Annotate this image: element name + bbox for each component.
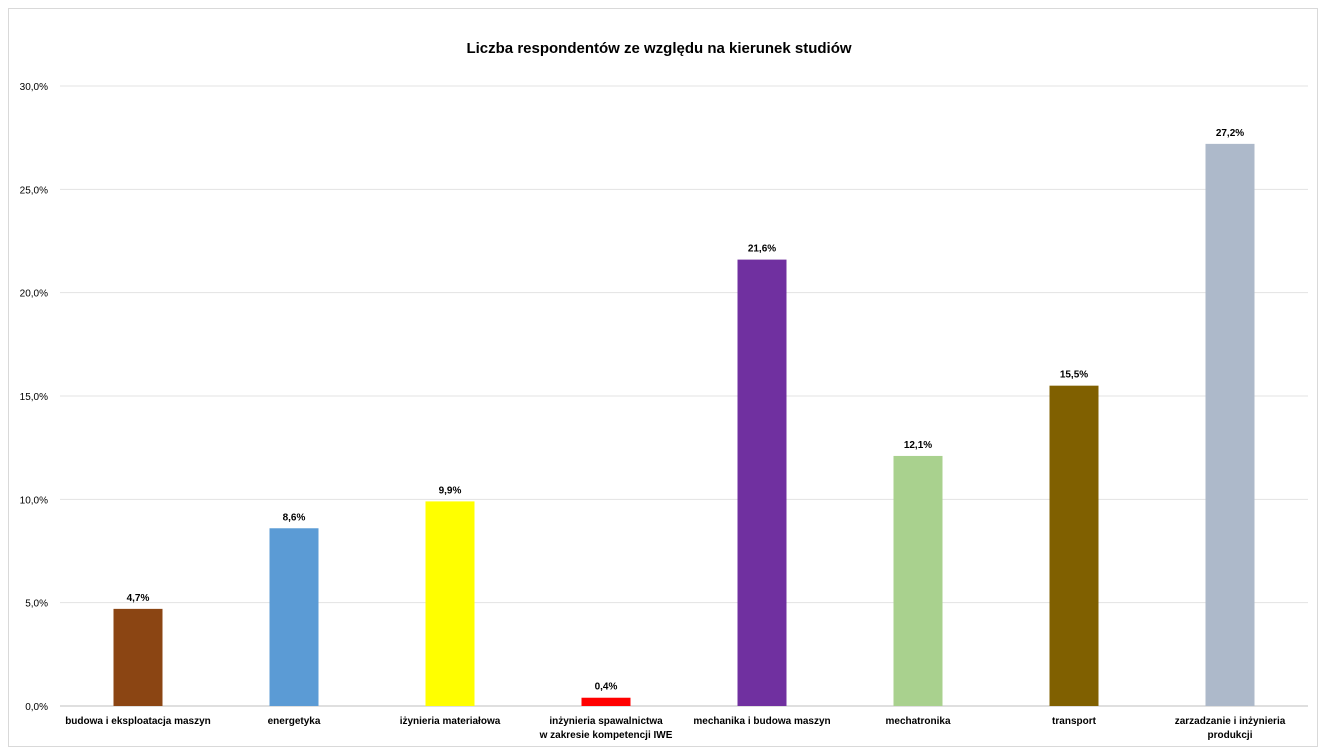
- category-label: transport: [1052, 716, 1097, 727]
- bar: [1049, 385, 1099, 706]
- y-tick-label: 25,0%: [20, 185, 48, 196]
- data-label: 8,6%: [283, 512, 306, 523]
- category-label-line: iżynieria materiałowa: [400, 716, 501, 727]
- y-tick-label: 30,0%: [20, 82, 48, 93]
- bar: [269, 528, 319, 706]
- category-label-line: transport: [1052, 716, 1097, 727]
- y-tick-label: 0,0%: [25, 702, 48, 713]
- data-labels: 4,7% 8,6% 9,9% 0,4% 21,6% 12,1% 15,5% 27,2%: [127, 128, 1245, 693]
- bar: [737, 259, 787, 706]
- category-label-line: inżynieria spawalnictwa: [549, 716, 663, 727]
- category-label: mechatronika: [885, 716, 950, 727]
- bar: [1205, 143, 1255, 706]
- category-label: iżynieria materiałowa: [400, 716, 501, 727]
- category-label: energetyka: [268, 716, 321, 727]
- bar: [581, 697, 631, 706]
- category-label-line: mechatronika: [885, 716, 950, 727]
- category-label: inżynieria spawalnictwa w zakresie kompet…: [539, 716, 673, 741]
- chart-title: Liczba respondentów ze względu na kierun…: [466, 40, 851, 57]
- y-tick-label: 10,0%: [20, 495, 48, 506]
- data-label: 0,4%: [595, 682, 618, 693]
- bar: [425, 501, 475, 706]
- gridlines: [60, 85, 1308, 707]
- category-label-line: budowa i eksploatacja maszyn: [65, 716, 211, 727]
- y-axis-ticks: 0,0% 5,0% 10,0% 15,0% 20,0% 25,0% 30,0%: [20, 82, 48, 713]
- category-label-line: w zakresie kompetencji IWE: [539, 730, 673, 741]
- category-label-line: mechanika i budowa maszyn: [693, 716, 830, 727]
- data-label: 4,7%: [127, 593, 150, 604]
- category-label-line: energetyka: [268, 716, 321, 727]
- category-label-line: zarzadzanie i inżynieria: [1175, 716, 1286, 727]
- chart-frame: [8, 8, 1318, 747]
- x-axis-categories: budowa i eksploatacja maszyn energetyka iż…: [65, 716, 1286, 741]
- bar: [113, 608, 163, 706]
- data-label: 9,9%: [439, 485, 462, 496]
- category-label: budowa i eksploatacja maszyn: [65, 716, 211, 727]
- y-tick-label: 5,0%: [25, 599, 48, 610]
- y-tick-label: 20,0%: [20, 289, 48, 300]
- y-tick-label: 15,0%: [20, 392, 48, 403]
- category-label: mechanika i budowa maszyn: [693, 716, 830, 727]
- category-label: zarzadzanie i inżynieria produkcji: [1175, 716, 1286, 741]
- data-label: 27,2%: [1216, 128, 1244, 139]
- category-label-line: produkcji: [1207, 730, 1252, 741]
- bar: [893, 455, 943, 706]
- data-label: 12,1%: [904, 440, 932, 451]
- bars: [113, 143, 1255, 706]
- data-label: 21,6%: [748, 244, 776, 255]
- data-label: 15,5%: [1060, 370, 1088, 381]
